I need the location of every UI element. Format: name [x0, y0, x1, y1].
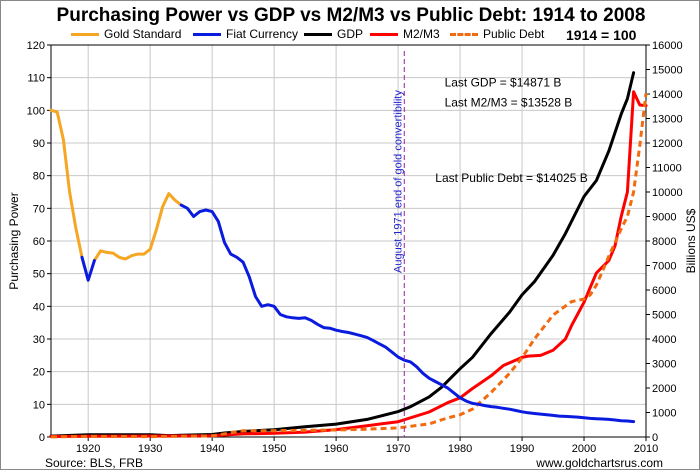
- legend-label-gdp: GDP: [337, 27, 364, 41]
- right-tick-label-4: 4000: [652, 334, 676, 346]
- base-year-note: 1914 = 100: [566, 27, 637, 43]
- legend-item-fiat-currency: Fiat Currency: [193, 27, 298, 41]
- right-tick-label-1: 1000: [652, 408, 676, 420]
- left-tick-label-7: 70: [33, 203, 45, 215]
- x-tick-label-8: 2000: [572, 443, 596, 455]
- series-line-fiat-currency-0: [80, 255, 96, 282]
- series-line-fiat-currency-1: [179, 203, 636, 424]
- right-tick-label-11: 11000: [652, 163, 682, 175]
- right-tick-label-8: 8000: [652, 236, 676, 248]
- legend-swatch-fiat-currency: [193, 32, 221, 36]
- left-tick-label-11: 110: [27, 73, 45, 85]
- legend-item-gdp: GDP: [304, 27, 363, 41]
- right-tick-label-14: 14000: [652, 89, 683, 101]
- legend-swatch-gold-standard: [71, 32, 99, 36]
- series-line-gold-standard-1: [92, 192, 183, 263]
- annotation-label-0: Last GDP = $14871 B: [445, 76, 562, 90]
- right-tick-label-5: 5000: [652, 310, 676, 322]
- left-tick-label-0: 0: [39, 432, 45, 444]
- right-tick-label-15: 15000: [652, 65, 683, 77]
- axes-layer: 0 10 20 30 40 50 60 70 80 90 100 110 120 0 1000 2000 300…: [7, 40, 698, 455]
- chart-legend: Gold Standard Fiat Currency GDP M2/M3 Pu…: [1, 27, 700, 45]
- left-tick-label-3: 30: [33, 334, 45, 346]
- left-tick-label-1: 10: [33, 399, 45, 411]
- chart-title: Purchasing Power vs GDP vs M2/M3 vs Publ…: [56, 5, 646, 26]
- series-line-m2-m3: [49, 90, 648, 438]
- right-tick-label-13: 13000: [652, 114, 683, 126]
- legend-item-public-debt: Public Debt: [450, 27, 544, 41]
- website-credit: www.goldchartsrus.com: [536, 456, 663, 470]
- gold-convertibility-label: August 1971 end of gold convertibility: [392, 90, 404, 273]
- legend-item-m2m3: M2/M3: [370, 27, 440, 41]
- legend-swatch-m2m3: [370, 32, 398, 36]
- source-note: Source: BLS, FRB: [45, 456, 144, 470]
- x-tick-label-4: 1960: [324, 443, 348, 455]
- left-tick-label-8: 80: [33, 171, 45, 183]
- left-tick-label-9: 90: [33, 138, 45, 150]
- grid-layer: [51, 44, 647, 438]
- annotation-label-2: Last Public Debt = $14025 B: [435, 171, 587, 185]
- series-layer: [49, 71, 648, 439]
- left-tick-label-4: 40: [33, 301, 45, 313]
- legend-label-m2m3: M2/M3: [403, 27, 440, 41]
- legend-label-fiat-currency: Fiat Currency: [226, 27, 299, 41]
- x-tick-label-7: 1990: [510, 443, 534, 455]
- right-tick-label-3: 3000: [652, 359, 676, 371]
- y-axis-right-title: Billions US$: [684, 208, 698, 273]
- right-tick-label-16: 16000: [652, 40, 683, 52]
- legend-item-gold-standard: Gold Standard: [71, 27, 181, 41]
- left-tick-label-6: 60: [33, 236, 45, 248]
- right-tick-label-7: 7000: [652, 261, 676, 273]
- right-tick-label-10: 10000: [652, 187, 683, 199]
- legend-label-gold-standard: Gold Standard: [104, 27, 182, 41]
- left-tick-label-12: 120: [27, 40, 45, 52]
- x-tick-label-1: 1930: [138, 443, 162, 455]
- annotation-label-1: Last M2/M3 = $13528 B: [445, 95, 573, 109]
- y-axis-left-title: Purchasing Power: [7, 192, 21, 289]
- x-tick-label-6: 1980: [448, 443, 472, 455]
- annotation-layer: August 1971 end of gold convertibility La…: [392, 51, 588, 437]
- x-tick-label-5: 1970: [386, 443, 410, 455]
- legend-label-public-debt: Public Debt: [483, 27, 545, 41]
- right-tick-label-0: 0: [652, 432, 658, 444]
- x-tick-label-9: 2010: [634, 443, 658, 455]
- left-tick-label-5: 50: [33, 269, 45, 281]
- series-line-public-debt: [50, 93, 648, 439]
- left-tick-label-10: 100: [27, 105, 45, 117]
- right-tick-label-2: 2000: [652, 383, 676, 395]
- series-line-gold-standard-0: [49, 108, 84, 259]
- x-tick-label-0: 1920: [76, 443, 100, 455]
- right-tick-label-6: 6000: [652, 285, 676, 297]
- right-tick-label-9: 9000: [652, 212, 676, 224]
- right-tick-label-12: 12000: [652, 138, 683, 150]
- legend-swatch-public-debt: [450, 32, 478, 36]
- x-tick-label-3: 1950: [262, 443, 286, 455]
- legend-swatch-gdp: [304, 32, 332, 36]
- x-tick-label-2: 1940: [200, 443, 224, 455]
- left-tick-label-2: 20: [33, 367, 45, 379]
